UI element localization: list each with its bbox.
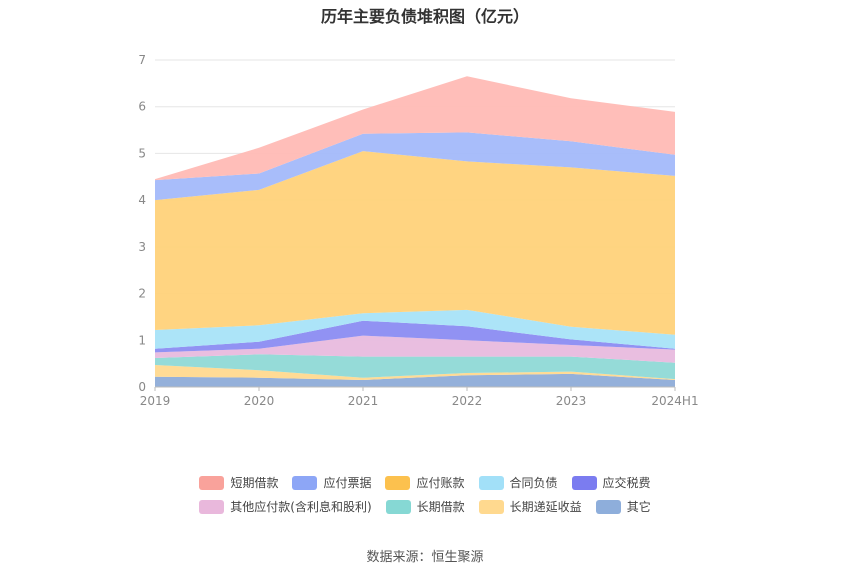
- legend-label: 应付账款: [416, 476, 465, 490]
- legend-label: 应交税费: [602, 476, 651, 490]
- area-series-6: [155, 151, 675, 335]
- legend-swatch: [385, 499, 411, 514]
- x-tick-label: 2023: [556, 394, 587, 408]
- area-series-7: [155, 132, 675, 201]
- y-tick-label: 7: [138, 53, 146, 67]
- legend-swatch: [199, 475, 225, 490]
- legend-swatch: [478, 499, 504, 514]
- area-series-5: [155, 309, 675, 349]
- legend-swatch: [595, 499, 621, 514]
- area-series-3: [155, 335, 675, 363]
- legend-item[interactable]: 应交税费: [571, 474, 651, 491]
- y-tick-label: 2: [138, 287, 146, 301]
- data-source: 数据来源：恒生聚源: [366, 550, 484, 565]
- legend-row-2: 其他应付款(含利息和股利) 长期借款 长期递延收益 其它: [0, 498, 850, 515]
- y-tick-label: 5: [138, 146, 146, 160]
- legend-item[interactable]: 其它: [595, 498, 651, 515]
- legend-label: 短期借款: [230, 476, 279, 490]
- legend-label: 合同负债: [509, 476, 558, 490]
- legend-item[interactable]: 长期借款: [385, 498, 465, 515]
- area-series-2: [155, 354, 675, 380]
- y-tick-label: 3: [138, 240, 146, 254]
- legend-row-1: 短期借款 应付票据 应付账款 合同负债 应交税费: [0, 474, 850, 491]
- legend-label: 其他应付款(含利息和股利): [230, 500, 372, 514]
- legend-label: 长期借款: [416, 500, 465, 514]
- stacked-area-chart: 0 1 2 3 4 5 6 7 2019 2020 2021 2022 2023 2024H1: [138, 53, 698, 408]
- area-series-1: [155, 365, 675, 380]
- y-tick-label: 4: [138, 193, 146, 207]
- area-series-4: [155, 320, 675, 353]
- legend-swatch: [385, 475, 411, 490]
- x-tick-label: 2024H1: [651, 394, 698, 408]
- y-tick-label: 1: [138, 333, 146, 347]
- area-series-8: [155, 76, 675, 181]
- legend-swatch: [571, 475, 597, 490]
- legend-swatch: [292, 475, 318, 490]
- area-series-0: [155, 373, 675, 387]
- x-tick-label: 2020: [244, 394, 275, 408]
- legend-swatch: [199, 499, 225, 514]
- x-tick-label: 2022: [452, 394, 483, 408]
- legend-item[interactable]: 其他应付款(含利息和股利): [199, 498, 372, 515]
- x-tick-label: 2019: [140, 394, 171, 408]
- legend-item[interactable]: 应付票据: [292, 474, 371, 491]
- legend-label: 应付票据: [323, 476, 372, 490]
- legend-item[interactable]: 应付账款: [385, 474, 465, 491]
- legend-swatch: [478, 475, 504, 490]
- chart-title: 历年主要负债堆积图（亿元）: [320, 7, 529, 26]
- y-tick-label: 0: [138, 380, 146, 394]
- legend-item[interactable]: 长期递延收益: [478, 498, 582, 515]
- legend-label: 长期递延收益: [509, 500, 582, 514]
- y-tick-label: 6: [138, 100, 146, 114]
- legend-label: 其它: [626, 500, 651, 514]
- legend-item[interactable]: 合同负债: [478, 474, 558, 491]
- x-tick-label: 2021: [348, 394, 379, 408]
- legend-item[interactable]: 短期借款: [199, 474, 278, 491]
